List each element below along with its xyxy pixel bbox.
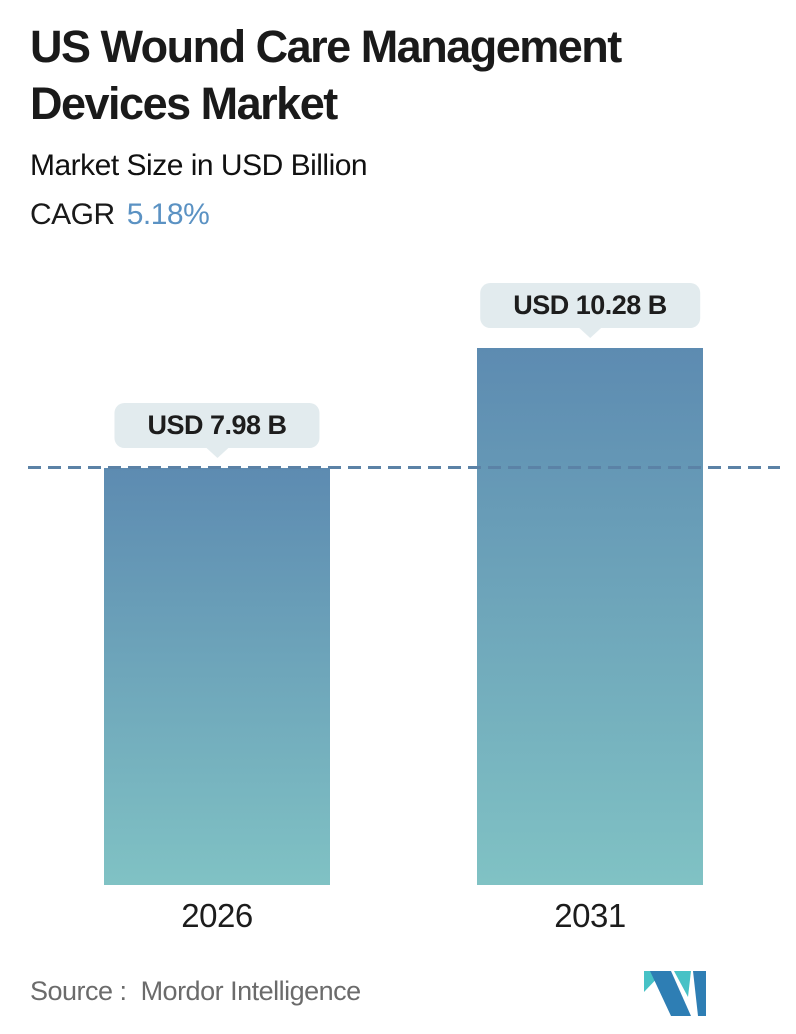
cagr-line: CAGR 5.18% [30,197,778,233]
cagr-value: 5.18% [126,198,210,231]
dashed-reference-line [28,466,780,470]
mordor-intelligence-m-logo-icon [644,971,706,1016]
x-axis-label-2031: 2031 [554,897,626,934]
source-value: Mordor Intelligence [140,976,362,1006]
chart-subtitle: Market Size in USD Billion [30,149,368,182]
chart-footer: Source : Mordor Intelligence [0,968,796,1018]
x-axis-label-2026: 2026 [181,897,253,934]
bar-chart-plot-area: USD 7.98 B 2026 USD 10.28 B 2031 [0,283,796,934]
bar-group-2026: USD 7.98 B 2026 [104,285,330,934]
bar-value-tooltip: USD 7.98 B [114,403,320,448]
bar-2031 [477,348,703,885]
chart-title: US Wound Care Management Devices Market [30,21,622,129]
source-line: Source : Mordor Intelligence [30,976,361,1007]
chart-header: US Wound Care Management Devices Market … [30,18,778,233]
source-label: Source : [30,976,127,1006]
bar-2026 [104,468,330,885]
bar-value-tooltip: USD 10.28 B [480,283,700,328]
cagr-label: CAGR [30,198,115,231]
bar-group-2031: USD 10.28 B 2031 [477,283,703,934]
